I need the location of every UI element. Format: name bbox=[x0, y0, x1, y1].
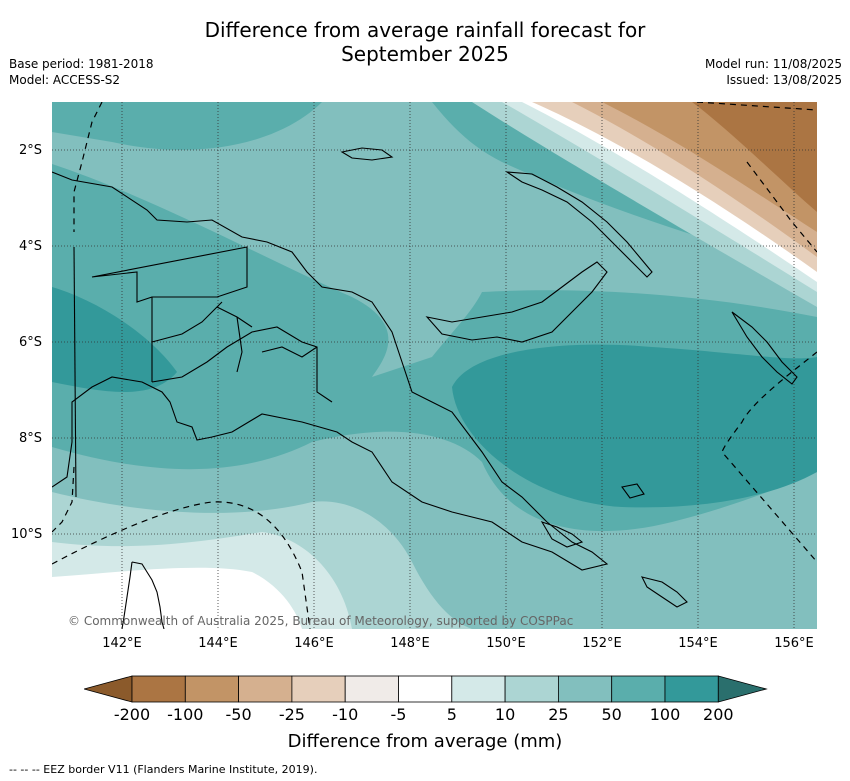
title-line-1: Difference from average rainfall forecas… bbox=[204, 18, 646, 42]
band-25-50-north bbox=[52, 102, 817, 377]
band-100-200-west bbox=[52, 287, 177, 392]
colorbar-cell bbox=[291, 675, 346, 703]
eez-top-right bbox=[746, 161, 817, 253]
lon-label-144e: 144°E bbox=[198, 636, 238, 651]
manus-coast bbox=[340, 147, 394, 161]
eez-footnote: -- -- -- EEZ border V11 (Flanders Marine… bbox=[9, 763, 318, 776]
map-title: Difference from average rainfall forecas… bbox=[0, 18, 850, 66]
lon-label-156e: 156°E bbox=[774, 636, 814, 651]
map-svg bbox=[52, 102, 817, 629]
eez-borders bbox=[52, 102, 817, 629]
new-guinea-coast bbox=[52, 171, 609, 571]
lat-label-10s: 10°S bbox=[11, 527, 43, 542]
band-neg50-neg100 bbox=[692, 102, 817, 212]
eez-south bbox=[52, 501, 311, 629]
issued-date: Issued: 13/08/2025 bbox=[726, 73, 842, 87]
lon-label-152e: 152°E bbox=[582, 636, 622, 651]
coastlines bbox=[52, 147, 798, 629]
colorbar-tick-label: 5 bbox=[446, 705, 457, 724]
colorbar-tick-label: -50 bbox=[225, 705, 252, 724]
band-white-south bbox=[52, 567, 302, 629]
colorbar-tick-label: -25 bbox=[278, 705, 305, 724]
colorbar-cell bbox=[504, 675, 559, 703]
colorbar-extend-high bbox=[717, 675, 768, 703]
graticule bbox=[52, 102, 817, 629]
colorbar-cell bbox=[664, 675, 719, 703]
new-ireland-coast bbox=[504, 171, 653, 278]
lon-label-154e: 154°E bbox=[678, 636, 718, 651]
lon-label-150e: 150°E bbox=[486, 636, 526, 651]
lat-label-8s: 8°S bbox=[19, 431, 43, 446]
band-100-200-east bbox=[452, 344, 817, 508]
eez-south-west bbox=[52, 466, 75, 533]
bougainville-coast bbox=[731, 311, 798, 385]
colorbar-tick-label: 50 bbox=[601, 705, 622, 724]
colorbar-tick-label: -5 bbox=[390, 705, 407, 724]
colorbar-cell bbox=[611, 675, 666, 703]
colorbar-tick-label: 10 bbox=[494, 705, 516, 724]
copyright-notice: © Commonwealth of Australia 2025, Bureau… bbox=[68, 614, 574, 628]
colorbar-tick-label: -100 bbox=[167, 705, 204, 724]
new-britain-coast bbox=[425, 261, 608, 343]
base-period: Base period: 1981-2018 bbox=[9, 57, 154, 71]
lon-label-148e: 148°E bbox=[390, 636, 430, 651]
colorbar-cell bbox=[344, 675, 399, 703]
lat-label-2s: 2°S bbox=[19, 143, 43, 158]
eez-east bbox=[721, 351, 817, 563]
lat-label-4s: 4°S bbox=[19, 239, 43, 254]
lat-label-6s: 6°S bbox=[19, 335, 43, 350]
title-line-2: September 2025 bbox=[341, 42, 509, 66]
colorbar-title: Difference from average (mm) bbox=[287, 731, 563, 752]
meta-right: Model run: 11/08/2025 Issued: 13/08/2025 bbox=[705, 56, 842, 88]
model-name: Model: ACCESS-S2 bbox=[9, 73, 121, 87]
colorbar bbox=[84, 675, 768, 703]
cape-york-coast bbox=[121, 561, 165, 629]
colorbar-tick-label: -200 bbox=[113, 705, 151, 724]
colorbar-tick-label: 100 bbox=[649, 705, 681, 724]
province-lines bbox=[91, 246, 333, 403]
colorbar-cell bbox=[131, 675, 186, 703]
colorbar-tick-label: 25 bbox=[548, 705, 569, 724]
lon-label-142e: 142°E bbox=[102, 636, 142, 651]
model-run: Model run: 11/08/2025 bbox=[704, 57, 842, 71]
eez-north-east bbox=[696, 102, 817, 111]
colorbar-tick-label: 200 bbox=[703, 705, 734, 724]
louisiade-islands bbox=[640, 576, 688, 608]
colorbar-cell bbox=[184, 675, 240, 703]
eez-north-west bbox=[73, 102, 103, 232]
lon-label-146e: 146°E bbox=[294, 636, 334, 651]
map-area bbox=[52, 102, 817, 629]
colorbar-tick-label: -10 bbox=[332, 705, 359, 724]
colorbar-cell bbox=[557, 675, 613, 703]
colorbar-cell bbox=[238, 675, 293, 703]
trobriand-islands bbox=[621, 483, 645, 499]
colorbar-cell bbox=[398, 675, 453, 703]
colorbar-extend-low bbox=[84, 675, 133, 703]
d-entrecasteaux-islands bbox=[540, 521, 584, 548]
png-border bbox=[73, 246, 77, 498]
colorbar-cell bbox=[451, 675, 506, 703]
meta-left: Base period: 1981-2018 Model: ACCESS-S2 bbox=[9, 56, 154, 88]
